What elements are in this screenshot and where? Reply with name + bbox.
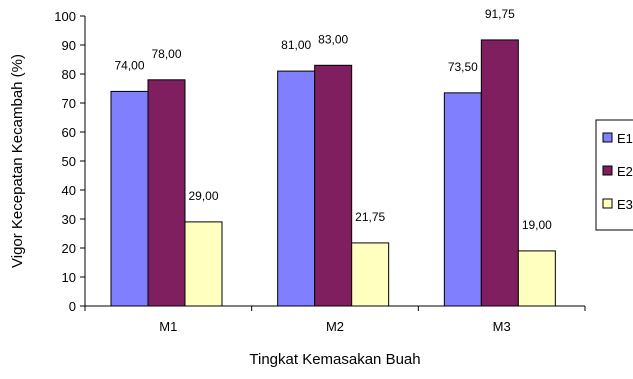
bar-e2-m1: [147, 79, 186, 307]
bar-e3-m3: [517, 250, 556, 307]
bar-e1-m2: [277, 70, 316, 307]
bar-e1-m3: [443, 92, 482, 307]
y-tick-label: 60: [62, 125, 76, 140]
data-label-e2-m2: 83,00: [318, 32, 348, 46]
legend-label-e1: E1: [617, 131, 633, 146]
bar-e1-m1: [110, 90, 149, 307]
legend-swatch-e3: [602, 198, 613, 209]
data-label-e3-m1: 29,00: [188, 189, 218, 203]
bar-e2-m3: [480, 39, 519, 307]
y-tick-label: 70: [62, 96, 76, 111]
data-label-e2-m1: 78,00: [151, 47, 181, 61]
data-label-e1-m2: 81,00: [281, 38, 311, 52]
x-tick-label-m3: M3: [493, 319, 511, 334]
x-axis-title: Tingkat Kemasakan Buah: [249, 351, 420, 368]
legend-swatch-e1: [602, 132, 613, 143]
data-label-e1-m1: 74,00: [114, 58, 144, 72]
legend-label-e2: E2: [617, 164, 633, 179]
bar-e3-m1: [184, 221, 223, 307]
x-tick-label-m1: M1: [159, 319, 177, 334]
data-label-e1-m3: 73,50: [448, 60, 478, 74]
y-tick-label: 30: [62, 212, 76, 227]
legend-box: [595, 119, 633, 231]
y-tick-label: 20: [62, 241, 76, 256]
bar-e3-m2: [351, 242, 390, 307]
bar-e2-m2: [314, 64, 353, 307]
data-label-e3-m2: 21,75: [355, 210, 385, 224]
y-tick-label: 40: [62, 183, 76, 198]
legend-swatch-e2: [602, 165, 613, 176]
y-tick-label: 100: [54, 9, 76, 24]
y-tick-label: 50: [62, 154, 76, 169]
legend-label-e3: E3: [617, 197, 633, 212]
data-label-e3-m3: 19,00: [522, 218, 552, 232]
x-tick-label-m2: M2: [326, 319, 344, 334]
data-label-e2-m3: 91,75: [485, 7, 515, 21]
y-tick-label: 90: [62, 38, 76, 53]
y-axis-title: Vigor Kecepatan Kecambah (%): [9, 54, 26, 268]
y-tick-label: 10: [62, 270, 76, 285]
y-tick-label: 80: [62, 67, 76, 82]
y-tick-label: 0: [69, 299, 76, 314]
